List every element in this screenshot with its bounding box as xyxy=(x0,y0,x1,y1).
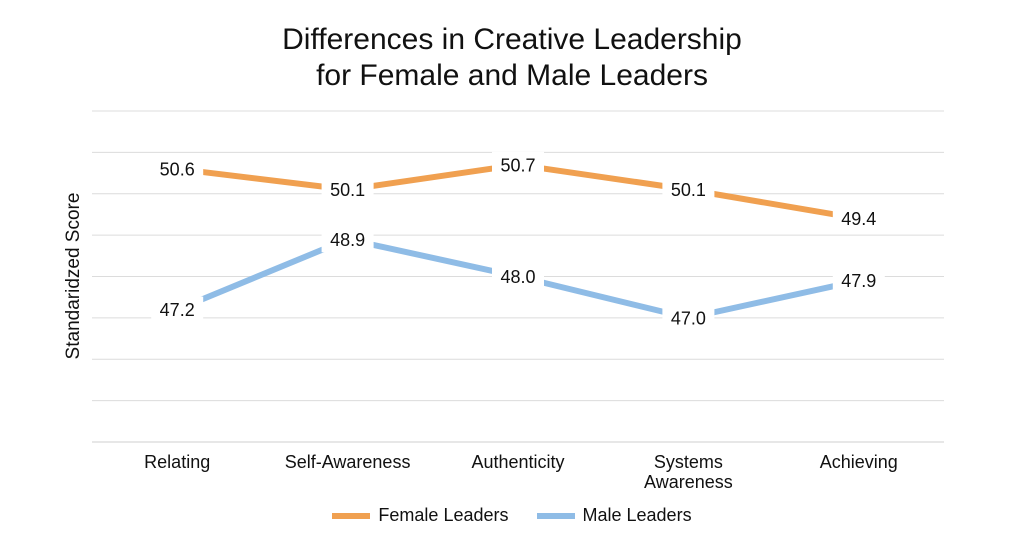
data-label-text: 47.9 xyxy=(841,271,876,291)
x-axis-tick-labels: Relating Self-Awareness Authenticity System… xyxy=(144,452,898,492)
legend-swatch-male xyxy=(536,512,575,519)
series-lines xyxy=(176,161,860,321)
x-tick-label: Self-Awareness xyxy=(285,452,411,472)
data-label-text: 48.0 xyxy=(500,267,535,287)
legend-label-female: Female Leaders xyxy=(378,505,509,525)
data-label-background xyxy=(151,155,204,182)
data-label: 47.9 xyxy=(832,267,885,294)
data-label-background xyxy=(832,267,885,294)
x-tick-label: Achieving xyxy=(820,452,898,472)
data-label: 48.0 xyxy=(492,263,544,290)
data-label: 50.6 xyxy=(151,155,204,182)
legend: Female Leaders Male Leaders xyxy=(0,505,1024,526)
data-label: 49.4 xyxy=(832,205,885,232)
data-label: 48.9 xyxy=(321,226,374,253)
chart-title: Differences in Creative Leadership for F… xyxy=(0,22,1024,94)
data-label: 47.2 xyxy=(151,296,204,323)
data-label-background xyxy=(832,205,885,232)
data-label-text: 50.7 xyxy=(500,155,535,175)
x-tick-label: Awareness xyxy=(644,472,733,492)
data-label-background xyxy=(492,263,544,290)
data-label: 47.0 xyxy=(662,304,715,331)
data-label-background xyxy=(662,304,715,331)
data-label: 50.7 xyxy=(492,151,544,178)
chart-title-line-2: for Female and Male Leaders xyxy=(316,59,708,92)
data-label-text: 47.0 xyxy=(671,308,706,328)
legend-item-female: Female Leaders xyxy=(332,505,509,526)
data-label-background xyxy=(321,176,374,203)
data-labels: 50.6 50.1 50.7 50.1 49.4 47.2 48.9 48.0 47.0 47.9 xyxy=(151,151,885,331)
data-label-text: 50.1 xyxy=(671,180,706,200)
data-label: 50.1 xyxy=(662,176,715,203)
data-label-background xyxy=(662,176,715,203)
x-tick-label: Authenticity xyxy=(471,452,564,472)
legend-label-male: Male Leaders xyxy=(582,505,692,525)
data-label-text: 49.4 xyxy=(841,209,876,229)
legend-swatch-female xyxy=(332,512,371,519)
x-tick-label: Systems xyxy=(654,452,723,472)
data-label-text: 50.1 xyxy=(330,180,365,200)
data-label: 50.1 xyxy=(321,176,374,203)
chart-title-line-1: Differences in Creative Leadership xyxy=(282,23,742,56)
legend-item-male: Male Leaders xyxy=(536,505,692,526)
data-label-text: 48.9 xyxy=(330,230,365,250)
data-label-text: 50.6 xyxy=(160,159,195,179)
x-tick-label: Relating xyxy=(144,452,210,472)
data-label-background xyxy=(151,296,204,323)
data-label-background xyxy=(492,151,544,178)
data-label-background xyxy=(321,226,374,253)
data-label-text: 47.2 xyxy=(160,300,195,320)
